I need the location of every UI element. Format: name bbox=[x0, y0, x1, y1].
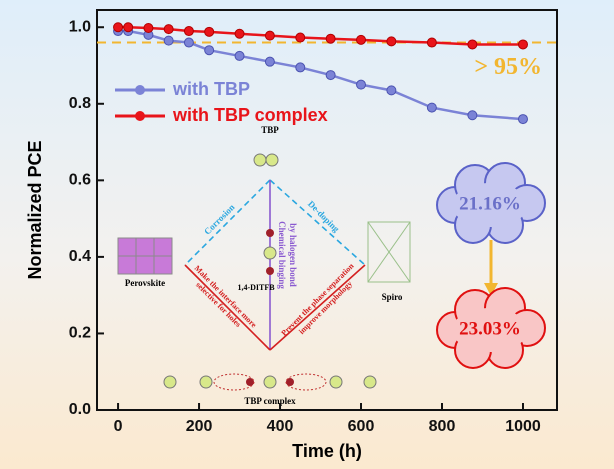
y-tick-label: 0.8 bbox=[69, 95, 91, 112]
x-tick-label: 0 bbox=[114, 418, 123, 435]
legend-label: with TBP complex bbox=[172, 105, 328, 125]
y-tick-label: 0.2 bbox=[69, 325, 91, 342]
data-point bbox=[164, 36, 173, 45]
legend-label: with TBP bbox=[172, 79, 250, 99]
perovskite-icon bbox=[118, 238, 172, 274]
data-point bbox=[387, 37, 396, 46]
data-point bbox=[427, 38, 436, 47]
data-point bbox=[124, 23, 133, 32]
inset-label: TBP bbox=[261, 125, 279, 135]
inset-label: Chemical binging bbox=[277, 221, 287, 289]
data-point bbox=[357, 80, 366, 89]
reference-label: > 95% bbox=[474, 54, 542, 80]
y-tick-label: 1.0 bbox=[69, 18, 91, 35]
data-point bbox=[235, 29, 244, 38]
x-tick-label: 800 bbox=[429, 418, 456, 435]
y-tick-label: 0.4 bbox=[69, 248, 91, 265]
data-point bbox=[326, 34, 335, 43]
data-point bbox=[468, 111, 477, 120]
y-axis-label: Normalized PCE bbox=[25, 140, 45, 279]
data-point bbox=[518, 40, 527, 49]
data-point bbox=[468, 40, 477, 49]
inset-label: Spiro bbox=[382, 292, 403, 302]
page: {"chart_data": { "type": "line", "xlabel… bbox=[0, 0, 614, 469]
legend-marker bbox=[135, 85, 145, 95]
data-point bbox=[164, 25, 173, 34]
inset-label: TBP complex bbox=[244, 396, 296, 406]
x-tick-label: 400 bbox=[267, 418, 294, 435]
inset-label: Perovskite bbox=[125, 278, 165, 288]
data-point bbox=[205, 46, 214, 55]
cloud-label: 21.16% bbox=[459, 193, 521, 214]
data-point bbox=[296, 33, 305, 42]
data-point bbox=[518, 115, 527, 124]
data-point bbox=[357, 35, 366, 44]
legend-marker bbox=[135, 111, 145, 121]
data-point bbox=[114, 23, 123, 32]
data-point bbox=[326, 71, 335, 80]
x-axis-label: Time (h) bbox=[292, 441, 362, 461]
data-point bbox=[184, 27, 193, 36]
data-point bbox=[296, 63, 305, 72]
data-point bbox=[184, 38, 193, 47]
data-point bbox=[387, 86, 396, 95]
x-tick-label: 600 bbox=[348, 418, 375, 435]
data-point bbox=[205, 27, 214, 36]
data-point bbox=[427, 103, 436, 112]
data-point bbox=[265, 31, 274, 40]
inset-label: by halogen bond bbox=[288, 223, 298, 287]
y-tick-label: 0.0 bbox=[69, 401, 91, 418]
chart: Time (h) Normalized PCE TBP Corrosion De… bbox=[0, 0, 614, 469]
inset-label: 1,4-DITFB bbox=[237, 283, 275, 292]
x-tick-label: 200 bbox=[186, 418, 213, 435]
cloud-label: 23.03% bbox=[459, 318, 521, 339]
data-point bbox=[235, 51, 244, 60]
data-point bbox=[265, 57, 274, 66]
x-tick-label: 1000 bbox=[505, 418, 541, 435]
data-point bbox=[144, 23, 153, 32]
y-tick-label: 0.6 bbox=[69, 172, 91, 189]
